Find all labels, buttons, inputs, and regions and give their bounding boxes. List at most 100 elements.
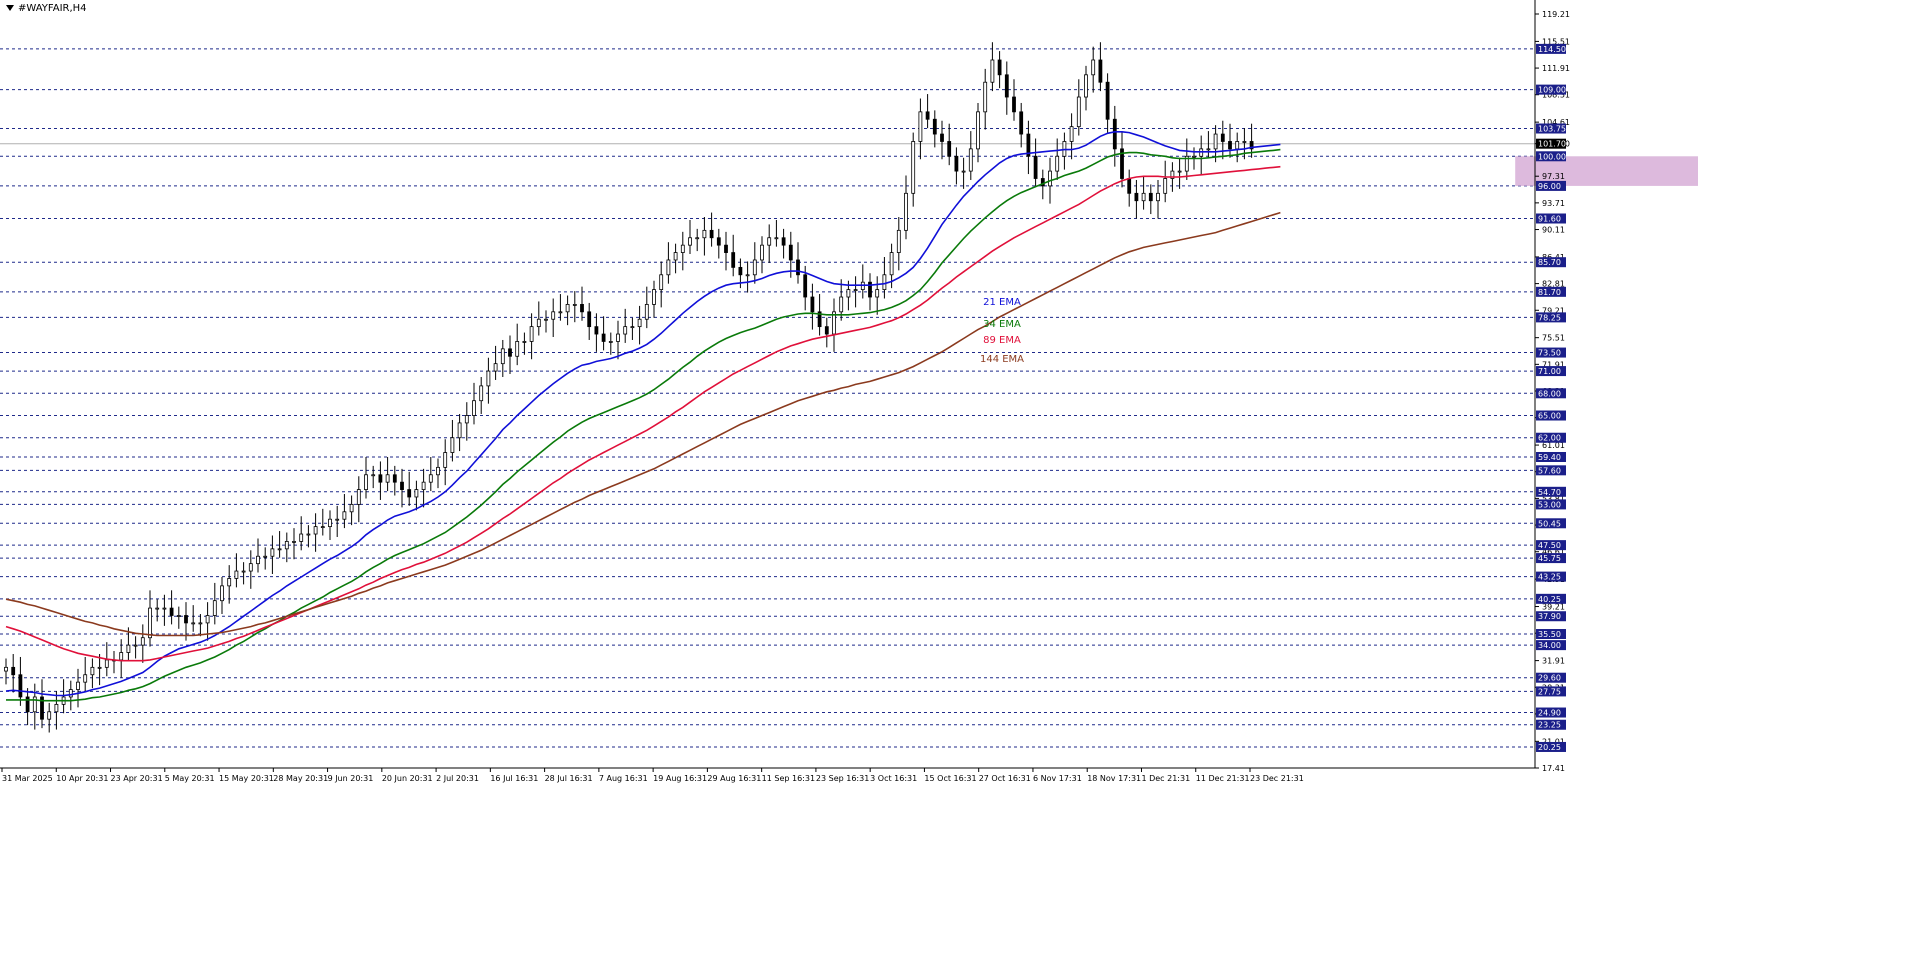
candle-body: [428, 474, 433, 483]
level-tag: [1536, 486, 1566, 497]
candle-body: [760, 244, 764, 261]
candle-body: [349, 503, 354, 513]
candle-body: [976, 111, 980, 150]
candle-body: [918, 111, 923, 142]
y-tick-label: 61.01: [1542, 441, 1565, 450]
level-tag: [1536, 571, 1566, 582]
candle-body: [522, 341, 527, 343]
candle-body: [709, 229, 714, 239]
candle-body: [1249, 141, 1254, 150]
candle-body: [853, 289, 858, 292]
y-tick-label: 75.51: [1542, 334, 1565, 343]
candle-body: [529, 326, 534, 342]
level-tag: [1536, 465, 1566, 476]
level-tag: [1536, 672, 1566, 683]
x-tick-label: 16 Jul 16:31: [490, 774, 538, 783]
collapse-triangle-icon[interactable]: [6, 5, 14, 11]
candle-body: [248, 563, 253, 572]
x-tick-label: 7 Aug 16:31: [599, 774, 648, 783]
symbol-title: #WAYFAIR,H4: [6, 3, 87, 14]
candle-body: [1206, 148, 1211, 151]
candle-body: [817, 311, 822, 328]
x-tick-label: 27 Oct 16:31: [979, 774, 1031, 783]
level-tag-label: 73.50: [1538, 349, 1561, 358]
candle-body: [983, 81, 988, 113]
candle-body: [1163, 178, 1168, 194]
level-tag-label: 29.60: [1538, 674, 1561, 683]
x-tick-label: 19 Aug 16:31: [653, 774, 707, 783]
candle-body: [572, 304, 577, 306]
candle-body: [148, 607, 152, 639]
x-tick-label: 15 May 20:31: [219, 774, 274, 783]
level-tag: [1536, 451, 1566, 462]
candles: [4, 42, 1254, 733]
candle-body: [227, 578, 232, 587]
level-tag: [1536, 432, 1566, 443]
level-tag-label: 114.50: [1538, 45, 1566, 54]
candle-body: [205, 615, 210, 624]
level-tag: [1536, 410, 1566, 421]
candle-body: [162, 607, 167, 610]
candle-body: [644, 304, 649, 320]
candle-body: [18, 674, 23, 698]
candle-body: [781, 237, 786, 246]
candle-body: [184, 615, 188, 624]
candle-body: [990, 59, 995, 83]
level-tag: [1536, 686, 1566, 697]
current-price-label: 101.70: [1538, 140, 1566, 149]
level-tag-label: 20.25: [1538, 743, 1561, 752]
level-tag: [1536, 84, 1566, 95]
candle-body: [1012, 96, 1016, 113]
candle-body: [587, 311, 592, 328]
candle-body: [565, 304, 570, 313]
candle-body: [472, 400, 476, 416]
candle-body: [961, 170, 966, 173]
level-tag-label: 65.00: [1538, 412, 1561, 421]
level-tag: [1536, 553, 1566, 564]
candle-body: [659, 274, 664, 291]
level-tag: [1536, 366, 1566, 377]
candle-body: [1019, 111, 1024, 135]
level-tag: [1536, 43, 1566, 54]
candle-body: [947, 141, 952, 157]
candle-body: [1134, 192, 1139, 202]
candle-body: [83, 674, 88, 683]
candle-body: [479, 385, 484, 402]
level-tag: [1536, 123, 1566, 134]
level-tag: [1536, 640, 1566, 651]
candle-body: [11, 666, 16, 676]
level-tag: [1536, 593, 1566, 604]
candle-body: [292, 541, 296, 543]
candle-body: [558, 311, 563, 314]
y-tick-label: 71.91: [1542, 360, 1565, 369]
candle-body: [169, 607, 174, 616]
level-tag-label: 37.90: [1538, 612, 1561, 621]
candle-body: [536, 318, 541, 328]
level-tag-label: 34.00: [1538, 641, 1561, 650]
level-tag-label: 78.25: [1538, 313, 1561, 322]
candle-body: [925, 111, 930, 120]
candle-body: [68, 689, 73, 698]
candle-body: [608, 341, 613, 343]
x-tick-label: 20 Jun 20:31: [382, 774, 433, 783]
candle-body: [1170, 170, 1175, 179]
level-tag-label: 53.00: [1538, 500, 1561, 509]
candle-body: [126, 644, 131, 653]
candle-body: [954, 155, 959, 172]
y-tick-label: 79.21: [1542, 306, 1565, 315]
x-tick-label: 1 Dec 21:31: [1141, 774, 1190, 783]
candle-body: [623, 326, 628, 335]
x-tick-label: 28 May 20:31: [273, 774, 328, 783]
y-tick-label: 17.41: [1542, 764, 1565, 773]
candle-body: [32, 696, 37, 713]
candle-body: [839, 296, 844, 313]
level-tag-label: 81.70: [1538, 288, 1561, 297]
level-tag: [1536, 707, 1566, 718]
candle-body: [371, 474, 376, 477]
candle-body: [241, 570, 246, 573]
candle-body: [810, 296, 815, 313]
candle-body: [40, 696, 44, 720]
x-tick-label: 2 Jul 20:31: [436, 774, 479, 783]
